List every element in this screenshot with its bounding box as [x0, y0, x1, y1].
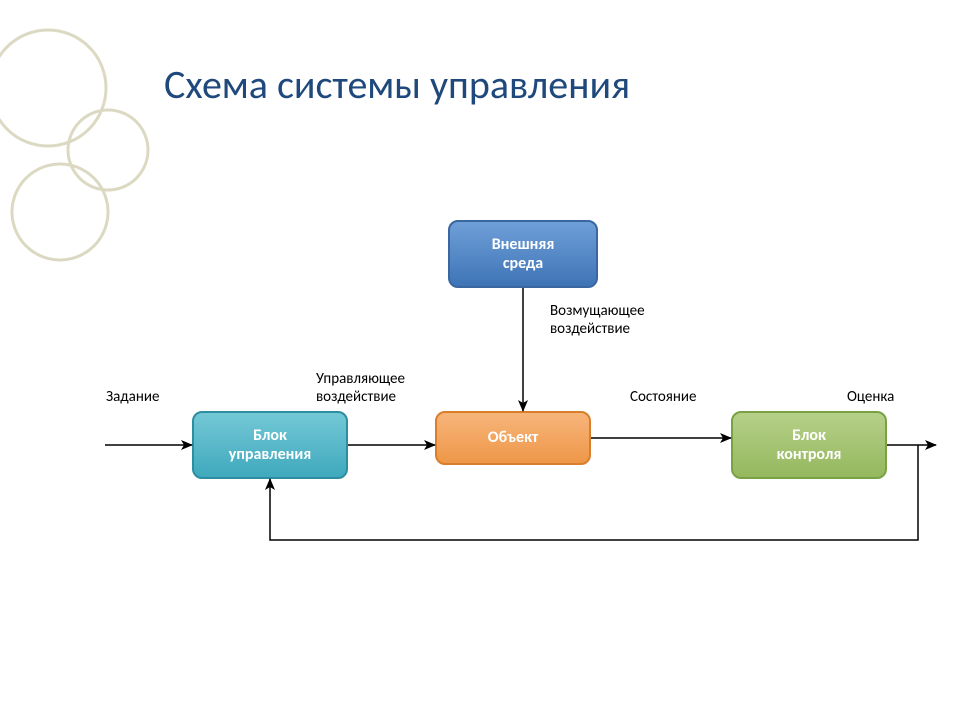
edge-label-control: Управляющее воздействие: [316, 370, 405, 406]
page-title: Схема системы управления: [164, 60, 630, 109]
node-control-block: Блок управления: [192, 411, 348, 479]
node-monitor-block: Блок контроля: [731, 411, 887, 479]
node-object: Объект: [435, 411, 591, 465]
node-external-environment: Внешняя среда: [448, 220, 598, 288]
edge-label-task: Задание: [106, 388, 159, 406]
edge-label-disturbance: Возмущающее воздействие: [550, 302, 645, 338]
edge-label-evaluation: Оценка: [847, 388, 894, 406]
edge-label-state: Состояние: [630, 388, 697, 406]
